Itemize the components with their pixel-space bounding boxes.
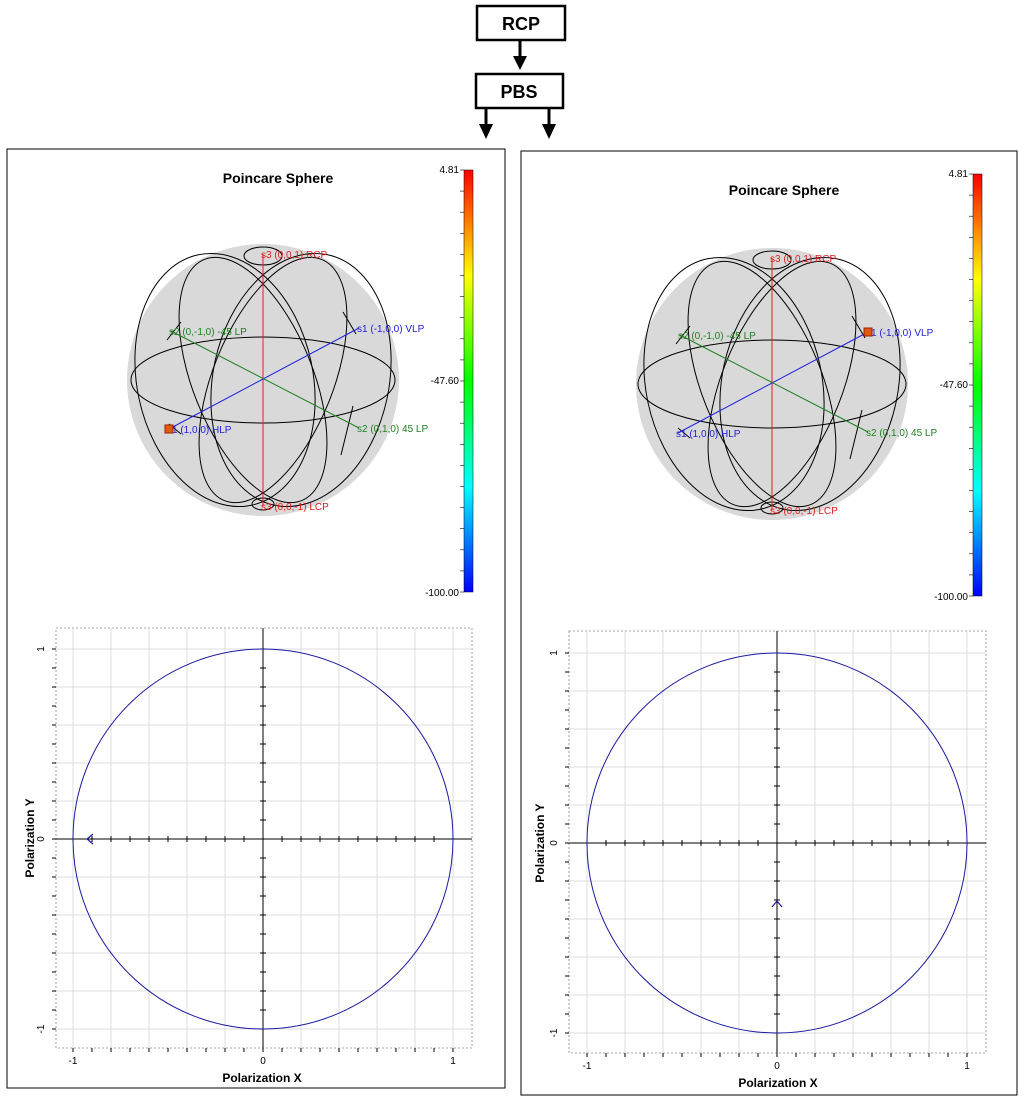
colorbar-gradient xyxy=(463,169,474,593)
left-panel-frame xyxy=(6,148,506,1089)
polarization-trace xyxy=(586,652,968,1034)
sphere-point-label-m45: s2 (0,-1,0) -45 LP xyxy=(169,327,247,338)
pbs-splitter-block xyxy=(474,72,565,110)
x-axis-title: Polarization X xyxy=(738,1076,817,1090)
colorbar-max-label: 4.81 xyxy=(949,169,969,180)
sphere-title: Poincare Sphere xyxy=(729,182,840,198)
sphere-point-label-m45: s2 (0,-1,0) -45 LP xyxy=(678,331,756,342)
right-panel: Poincare Sphere s3 (0,0,1) RCP s3 (0,0,-1)… xyxy=(533,169,987,1090)
sphere-meridian xyxy=(198,256,348,504)
x-axis-title: Polarization X xyxy=(222,1071,301,1085)
polarization-plot: -1 0 1 1 0 -1 Polarization X Polarization Y xyxy=(533,630,987,1090)
sphere-point-label-p45: s2 (0,1,0) 45 LP xyxy=(357,424,428,435)
y-tick-label: 1 xyxy=(549,650,560,656)
sphere-point-label-p45: s2 (0,1,0) 45 LP xyxy=(866,428,937,439)
sphere-point-label-rcp: s3 (0,0,1) RCP xyxy=(261,250,327,261)
flow-arrow-rcp-to-pbs xyxy=(513,40,527,70)
sphere-point-label-hlp: s1 (1,0,0) HLP xyxy=(676,429,741,440)
polarization-plot: -1 0 1 1 0 -1 Polarization X Polarization Y xyxy=(23,627,473,1085)
sphere-title: Poincare Sphere xyxy=(223,170,334,186)
sphere-meridian xyxy=(707,260,857,508)
state-marker xyxy=(164,424,174,434)
colorbar-max-label: 4.81 xyxy=(440,165,460,176)
left-panel: Poincare Sphere s3 (0,0,1) RCP s3 (0,0,-1)… xyxy=(23,165,474,1085)
x-tick-label: -1 xyxy=(583,1061,592,1072)
sphere-point-label-vlp: s1 (-1,0,0) VLP xyxy=(866,328,934,339)
s2-axis xyxy=(170,330,360,429)
sphere-meridian xyxy=(134,252,316,508)
plot-area xyxy=(55,627,473,1049)
x-tick-label: -1 xyxy=(69,1056,78,1067)
sphere-tick xyxy=(675,325,691,345)
x-tick-label: 0 xyxy=(260,1056,266,1067)
colorbar: 4.81 -47.60 -100.00 xyxy=(934,169,983,603)
state-marker xyxy=(863,327,873,337)
flow-arrow-pbs-to-right xyxy=(542,108,556,139)
flow-arrow-pbs-to-left xyxy=(479,108,493,139)
sphere-tick xyxy=(340,405,354,456)
y-axis-title: Polarization Y xyxy=(533,803,547,882)
colorbar-mid-label: -47.60 xyxy=(431,376,460,387)
sphere-meridian xyxy=(210,252,392,508)
s2-axis xyxy=(679,334,869,433)
flow-diagram: RCP PBS xyxy=(474,4,567,139)
colorbar-gradient xyxy=(972,173,983,597)
polarization-trace xyxy=(72,648,454,1030)
y-tick-label: -1 xyxy=(36,1024,47,1033)
y-tick-label: 0 xyxy=(36,836,47,842)
sphere-tick xyxy=(849,409,863,460)
colorbar: 4.81 -47.60 -100.00 xyxy=(425,165,474,599)
rcp-source-label: RCP xyxy=(502,14,540,34)
sphere-tick xyxy=(677,427,691,439)
y-tick-label: 0 xyxy=(549,840,560,846)
x-tick-label: 1 xyxy=(450,1056,456,1067)
y-tick-label: -1 xyxy=(549,1028,560,1037)
sphere-point-label-lcp: s3 (0,0,-1) LCP xyxy=(261,502,329,513)
sphere-point-label-lcp: s3 (0,0,-1) LCP xyxy=(770,506,838,517)
colorbar-min-label: -100.00 xyxy=(425,588,459,599)
sphere-tick xyxy=(166,321,182,341)
y-tick-label: 1 xyxy=(36,646,47,652)
sphere-point-label-vlp: s1 (-1,0,0) VLP xyxy=(357,324,425,335)
sphere-point-label-rcp: s3 (0,0,1) RCP xyxy=(770,254,836,265)
y-axis-title: Polarization Y xyxy=(23,798,37,877)
direction-arrow xyxy=(771,900,783,908)
poincare-sphere: Poincare Sphere s3 (0,0,1) RCP s3 (0,0,-1)… xyxy=(636,182,937,520)
x-tick-label: 0 xyxy=(774,1061,780,1072)
colorbar-min-label: -100.00 xyxy=(934,592,968,603)
sphere-meridian xyxy=(178,256,328,504)
sphere-meridian xyxy=(719,256,901,512)
sphere-meridian xyxy=(643,256,825,512)
poincare-sphere: Poincare Sphere s3 (0,0,1) RCP s3 (0,0,-1)… xyxy=(127,170,428,516)
x-tick-label: 1 xyxy=(964,1061,970,1072)
right-panel-frame xyxy=(520,150,1018,1096)
direction-arrow xyxy=(86,833,94,845)
sphere-meridian xyxy=(687,260,837,508)
pbs-splitter-label: PBS xyxy=(500,82,537,102)
sphere-point-label-hlp: s1 (1,0,0) HLP xyxy=(167,425,232,436)
colorbar-mid-label: -47.60 xyxy=(940,380,969,391)
